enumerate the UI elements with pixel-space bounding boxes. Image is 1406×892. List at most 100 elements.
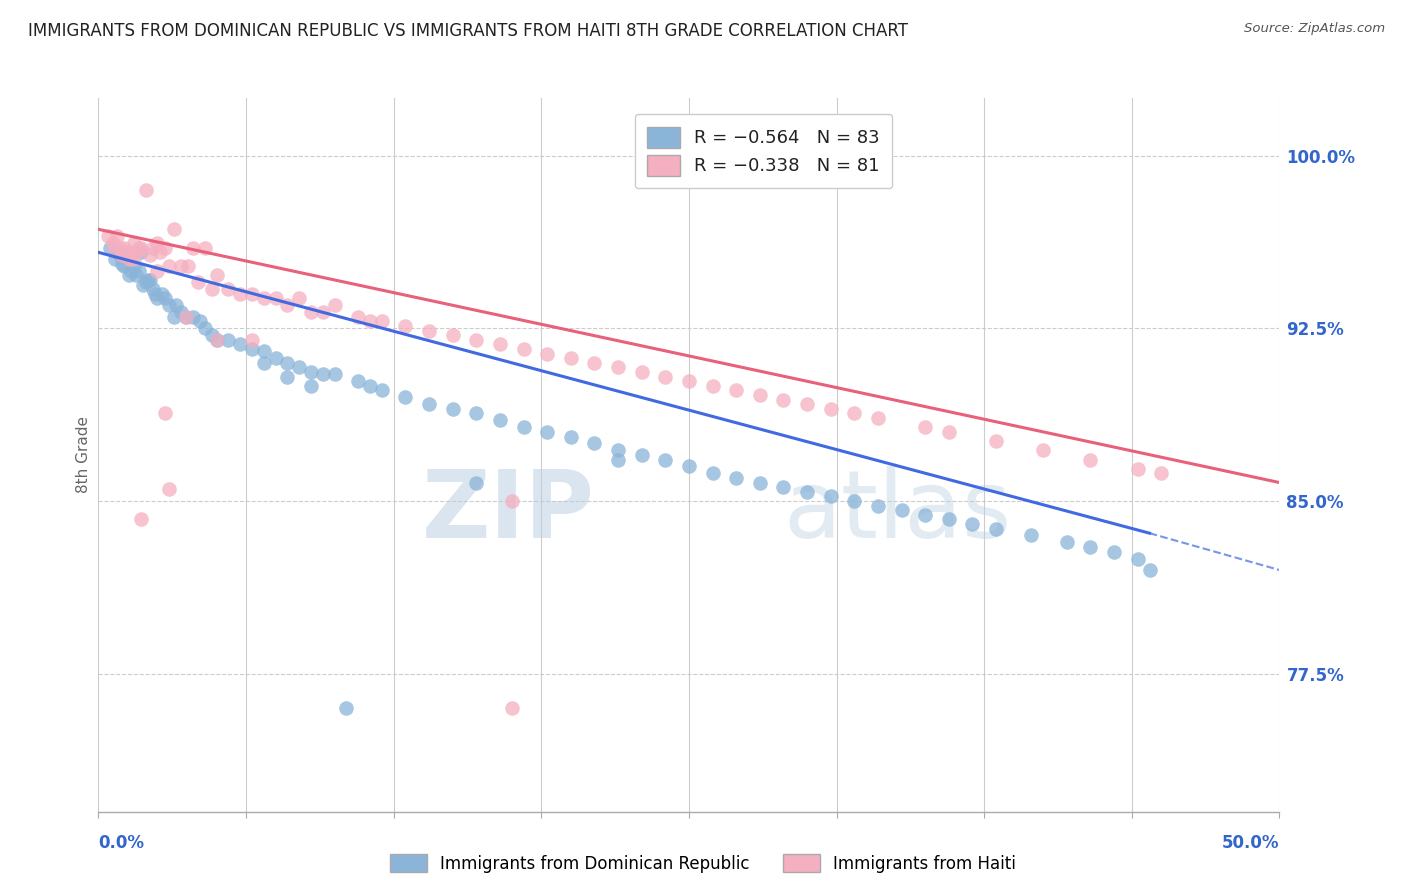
Point [264, 351, 287, 366]
Point [347, 374, 370, 388]
Point [108, 241, 131, 255]
Point [1080, 540, 1102, 554]
Point [165, 298, 187, 312]
Point [654, 452, 676, 467]
Point [174, 310, 197, 324]
Point [153, 292, 176, 306]
Point [111, 247, 134, 261]
Point [229, 337, 252, 351]
Point [288, 292, 311, 306]
Point [135, 275, 157, 289]
Point [312, 368, 335, 382]
Point [170, 259, 193, 273]
Text: ZIP: ZIP [422, 466, 595, 558]
Point [984, 522, 1007, 536]
Point [1102, 544, 1125, 558]
Text: atlas: atlas [783, 466, 1012, 558]
Point [607, 443, 630, 458]
Point [1126, 551, 1149, 566]
Point [205, 333, 228, 347]
Point [796, 484, 818, 499]
Point [157, 483, 180, 497]
Legend: R = −0.564   N = 83, R = −0.338   N = 81: R = −0.564 N = 83, R = −0.338 N = 81 [634, 114, 893, 188]
Point [678, 459, 700, 474]
Point [146, 292, 169, 306]
Point [174, 310, 197, 324]
Point [276, 298, 298, 312]
Point [748, 388, 770, 402]
Point [142, 241, 165, 255]
Point [536, 346, 558, 360]
Legend: Immigrants from Dominican Republic, Immigrants from Haiti: Immigrants from Dominican Republic, Immi… [384, 847, 1022, 880]
Point [866, 411, 889, 425]
Point [240, 342, 263, 356]
Point [125, 245, 148, 260]
Point [205, 333, 228, 347]
Point [962, 516, 984, 531]
Point [139, 247, 162, 261]
Point [217, 333, 239, 347]
Point [418, 324, 440, 338]
Point [323, 368, 346, 382]
Point [157, 298, 180, 312]
Point [142, 282, 165, 296]
Point [347, 310, 370, 324]
Point [122, 252, 145, 267]
Point [181, 241, 204, 255]
Point [1032, 443, 1054, 458]
Point [153, 241, 176, 255]
Point [501, 701, 523, 715]
Point [844, 407, 866, 421]
Point [111, 257, 134, 271]
Point [359, 379, 381, 393]
Point [205, 268, 228, 283]
Point [98, 241, 121, 255]
Point [129, 241, 152, 255]
Point [101, 236, 124, 251]
Point [97, 229, 120, 244]
Point [118, 268, 141, 283]
Point [253, 356, 276, 370]
Point [143, 286, 166, 301]
Point [129, 512, 152, 526]
Point [890, 503, 912, 517]
Point [105, 229, 128, 244]
Point [489, 337, 512, 351]
Point [335, 701, 357, 715]
Y-axis label: 8th Grade: 8th Grade [76, 417, 91, 493]
Point [1126, 461, 1149, 475]
Point [299, 365, 322, 379]
Point [844, 494, 866, 508]
Point [583, 436, 606, 450]
Point [465, 333, 488, 347]
Point [489, 413, 512, 427]
Point [201, 282, 224, 296]
Point [371, 314, 394, 328]
Point [229, 286, 252, 301]
Point [253, 292, 276, 306]
Point [112, 259, 135, 273]
Point [796, 397, 818, 411]
Point [170, 305, 193, 319]
Point [1056, 535, 1078, 549]
Point [914, 420, 936, 434]
Point [108, 247, 131, 261]
Point [725, 471, 748, 485]
Point [371, 384, 394, 398]
Point [264, 292, 287, 306]
Point [299, 379, 322, 393]
Point [772, 392, 794, 407]
Point [441, 401, 464, 416]
Point [465, 407, 488, 421]
Point [394, 390, 416, 404]
Point [122, 259, 145, 273]
Point [1021, 528, 1043, 542]
Point [583, 356, 606, 370]
Point [276, 356, 298, 370]
Point [240, 333, 263, 347]
Point [187, 275, 209, 289]
Point [938, 512, 960, 526]
Point [188, 314, 211, 328]
Point [194, 241, 217, 255]
Point [135, 183, 157, 197]
